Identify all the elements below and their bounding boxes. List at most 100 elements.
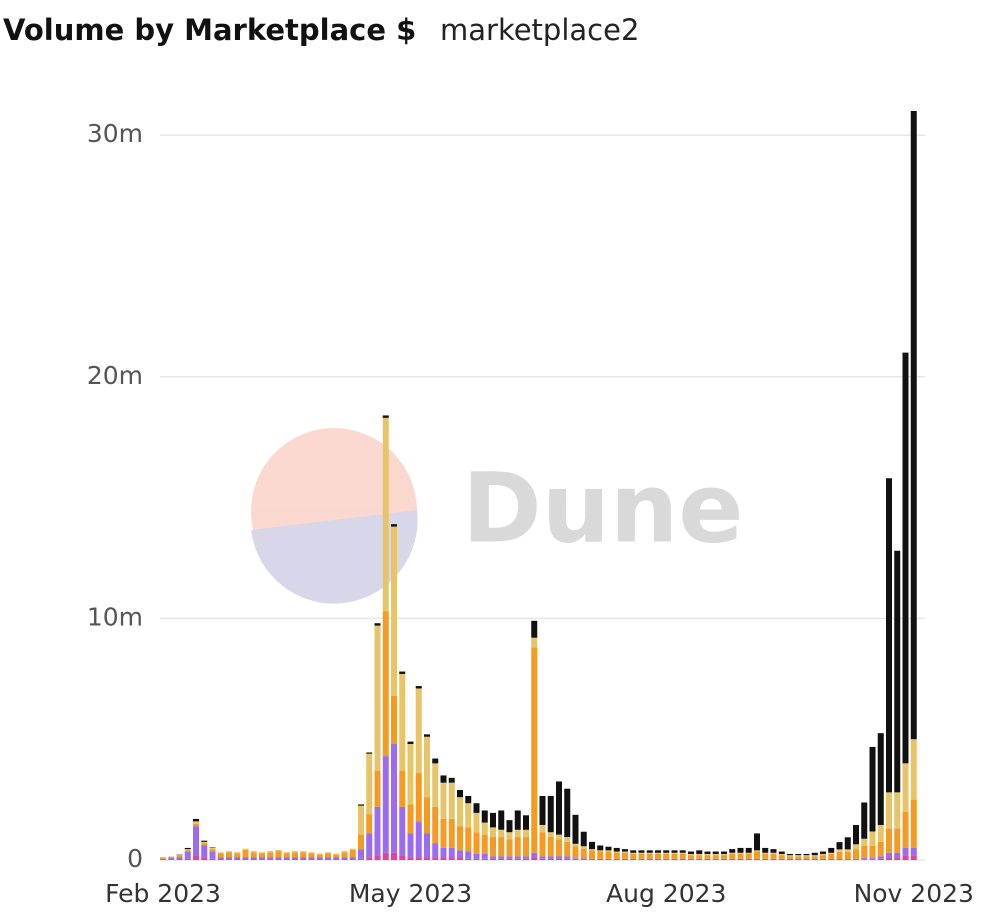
bar-segment xyxy=(597,850,604,852)
bar-segment xyxy=(341,857,348,860)
bar-segment xyxy=(440,818,447,848)
bar-segment xyxy=(465,851,472,859)
bar-segment xyxy=(391,524,397,527)
bar-segment xyxy=(844,851,851,860)
bar-segment xyxy=(168,858,175,860)
bar-segment xyxy=(448,847,455,858)
bar-segment xyxy=(712,855,719,859)
bar-segment xyxy=(910,111,917,740)
bar-segment xyxy=(556,834,562,840)
bar-segment xyxy=(160,857,166,859)
bar-segment xyxy=(407,804,414,834)
bar-segment xyxy=(531,620,538,638)
bar-segment xyxy=(572,814,579,844)
bar-segment xyxy=(754,833,760,851)
bar-segment xyxy=(795,858,802,860)
bar-segment xyxy=(638,853,645,859)
bar-segment xyxy=(564,856,571,859)
bar-segment xyxy=(564,841,571,857)
bar-segment xyxy=(539,795,546,825)
bar-segment xyxy=(580,846,587,849)
bar-segment xyxy=(721,853,727,856)
bar-segment xyxy=(333,857,340,860)
bar-segment xyxy=(490,858,496,860)
bar-segment xyxy=(473,812,480,833)
bar-segment xyxy=(795,853,802,856)
bar-segment xyxy=(572,843,579,847)
bar-segment xyxy=(836,849,843,852)
bar-segment xyxy=(605,851,612,859)
bar-segment xyxy=(250,852,257,858)
bar-segment xyxy=(663,853,670,859)
bar-segment xyxy=(193,821,199,824)
bar-segment xyxy=(597,845,604,851)
bar-segment xyxy=(366,814,373,834)
bar-segment xyxy=(679,852,686,854)
bar-segment xyxy=(415,773,422,822)
bar-segment xyxy=(415,821,422,858)
bar-segment xyxy=(762,853,769,859)
bar-segment xyxy=(630,858,637,860)
bar-segment xyxy=(902,855,909,860)
y-tick-label: 30m xyxy=(87,119,143,148)
bar-segment xyxy=(176,857,183,860)
bar-segment xyxy=(242,857,249,860)
bar-segment xyxy=(754,850,760,852)
bar-segment xyxy=(498,858,505,860)
bar-segment xyxy=(374,806,381,856)
bar-segment xyxy=(910,847,917,856)
bar-segment xyxy=(168,856,175,859)
bar-segment xyxy=(391,695,397,745)
bar-segment xyxy=(861,845,868,859)
bar-segment xyxy=(440,775,447,783)
bar-segment xyxy=(721,855,727,859)
bar-segment xyxy=(349,857,356,860)
bar-segment xyxy=(432,843,439,858)
bar-segment xyxy=(613,851,620,853)
bar-segment xyxy=(184,850,191,852)
bar-segment xyxy=(655,853,661,859)
bar-segment xyxy=(366,833,373,858)
bar-segment xyxy=(457,797,463,827)
bar-segment xyxy=(886,857,892,860)
bar-segment xyxy=(415,857,422,860)
bar-segment xyxy=(374,770,381,807)
bar-segment xyxy=(325,852,331,854)
bar-segment xyxy=(465,827,472,852)
bar-segment xyxy=(762,852,769,854)
y-tick-label: 20m xyxy=(87,361,143,390)
bar-segment xyxy=(226,852,232,858)
bar-segment xyxy=(646,852,653,854)
bar-segment xyxy=(737,858,744,860)
bar-segment xyxy=(448,818,455,848)
bar-segment xyxy=(622,849,628,852)
bar-segment xyxy=(638,850,645,853)
bar-segment xyxy=(729,849,736,853)
bar-segment xyxy=(234,852,241,854)
bar-segment xyxy=(778,855,785,859)
bar-segment xyxy=(506,856,513,859)
bar-segment xyxy=(300,852,307,858)
bar-segment xyxy=(894,857,901,860)
bar-segment xyxy=(209,851,216,859)
bar-segment xyxy=(506,839,513,857)
bar-segment xyxy=(679,858,686,860)
bar-segment xyxy=(217,852,224,854)
bar-segment xyxy=(176,855,183,858)
bar-segment xyxy=(382,415,389,418)
bar-segment xyxy=(572,858,579,860)
bar-segment xyxy=(787,855,793,857)
bar-segment xyxy=(663,852,670,854)
bar-segment xyxy=(622,852,628,859)
bar-segment xyxy=(729,858,736,860)
bar-segment xyxy=(811,858,818,860)
bar-segment xyxy=(877,841,884,857)
bar-segment xyxy=(283,857,290,860)
bar-segment xyxy=(737,847,744,853)
bar-segment xyxy=(679,853,686,859)
bar-segment xyxy=(184,858,191,860)
bar-segment xyxy=(481,858,488,860)
bar-segment xyxy=(803,858,810,860)
bar-segment xyxy=(547,795,554,833)
